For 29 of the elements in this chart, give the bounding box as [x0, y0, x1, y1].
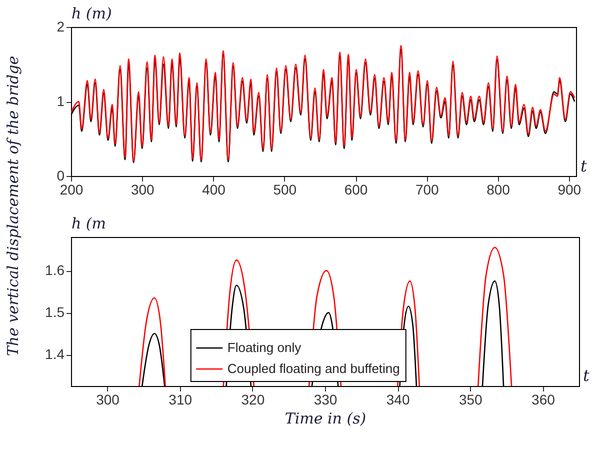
legend-label: Floating only	[227, 340, 302, 355]
text: t	[583, 366, 590, 385]
y-tick-label: 1	[56, 93, 65, 109]
x-tick-label: 400	[202, 182, 226, 198]
y-tick-label: 1.5	[45, 304, 65, 320]
x-tick-label: 200	[60, 182, 84, 198]
x-tick-label: 360	[532, 392, 556, 408]
y-axis-title: h (m)	[72, 4, 112, 22]
y-tick-label: 1.6	[45, 262, 65, 278]
x-tick-label: 350	[458, 392, 483, 408]
y-axis-title: h (m	[72, 214, 106, 232]
x-tick-label: 300	[96, 392, 120, 408]
y-tick-label: 0	[56, 168, 65, 184]
legend-label: Coupled floating and buffeting	[227, 361, 400, 376]
x-tick-label: 340	[386, 392, 410, 408]
x-tick-label: 320	[241, 392, 265, 408]
x-axis-title: Time in (s)	[284, 410, 366, 428]
x-tick-label: 700	[415, 182, 440, 198]
x-axis-title: t	[580, 156, 588, 176]
x-tick-label: 500	[273, 182, 297, 198]
x-tick-label: 600	[344, 182, 368, 198]
x-tick-label: 800	[486, 182, 510, 198]
x-tick-label: 310	[168, 392, 192, 408]
y-tick-label: 2	[56, 18, 65, 34]
x-tick-label: 330	[314, 392, 338, 408]
x-tick-label: 300	[130, 182, 155, 198]
y-tick-label: 1.4	[45, 346, 65, 362]
text: The vertical displacement of the bridge	[4, 56, 22, 356]
x-tick-label: 900	[558, 182, 582, 198]
